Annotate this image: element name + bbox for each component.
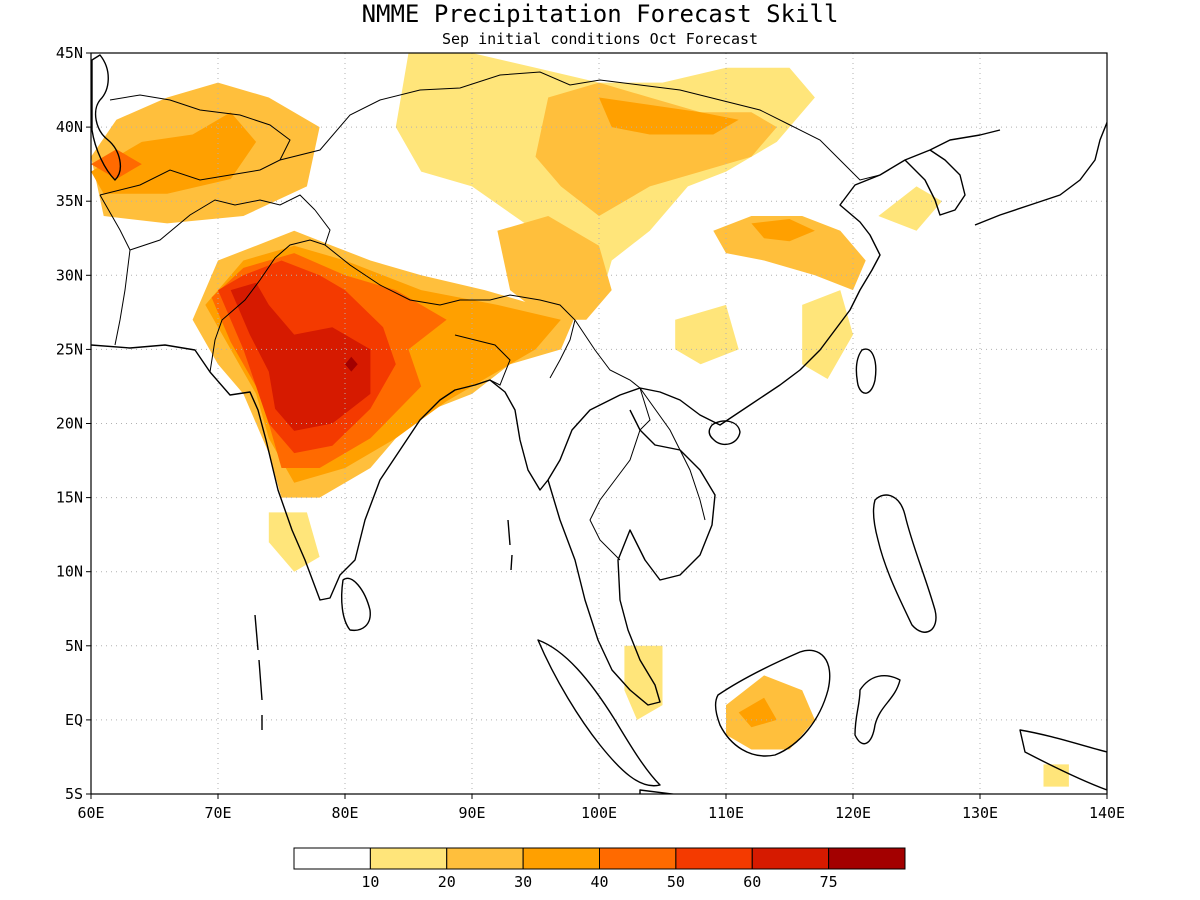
x-tick-label: 70E (204, 804, 231, 822)
taiwan-coast (855, 348, 877, 394)
y-tick-label: 45N (56, 44, 83, 62)
colorbar-swatch-2 (446, 847, 524, 870)
new-guinea-coast (1019, 729, 1107, 791)
andaman-islands (507, 519, 513, 571)
border-indochina (574, 319, 651, 561)
y-tick-label: 5S (65, 785, 83, 803)
skill-region-17 (345, 356, 358, 372)
sumatra-coast (537, 639, 661, 787)
country-borders (99, 71, 881, 561)
map-subtitle: Sep initial conditions Oct Forecast (442, 30, 758, 48)
skill-region-2 (91, 149, 142, 179)
colorbar-label: 40 (590, 873, 608, 891)
x-tick-label: 110E (708, 804, 744, 822)
skill-region-21 (624, 645, 663, 720)
colorbar-label: 50 (667, 873, 685, 891)
maldives-islands (254, 614, 263, 730)
philippines-coast (872, 494, 937, 633)
skill-region-22 (1043, 764, 1069, 787)
border-iran (99, 194, 131, 346)
colorbar-label: 60 (743, 873, 761, 891)
y-tick-label: 15N (56, 489, 83, 507)
y-tick-label: 10N (56, 563, 83, 581)
colorbar-swatch-3 (522, 847, 600, 870)
border-china-north (279, 71, 881, 181)
skill-region-5 (599, 97, 739, 135)
colorbar-label: 30 (514, 873, 532, 891)
malay-peninsula-coast (547, 409, 716, 706)
colorbar-swatch-7 (828, 847, 906, 870)
y-tick-label: 20N (56, 415, 83, 433)
skill-shading (91, 53, 1069, 787)
x-tick-label: 130E (962, 804, 998, 822)
skill-region-1 (91, 112, 257, 194)
skill-region-6 (497, 216, 612, 320)
borneo-coast (714, 649, 831, 757)
colorbar: 10 20 30 40 50 60 75 (293, 847, 906, 891)
y-tick-label: 40N (56, 118, 83, 136)
colorbar-swatch-5 (675, 847, 753, 870)
y-tick-label: 30N (56, 266, 83, 284)
colorbar-label: 75 (820, 873, 838, 891)
border-central-asia (99, 94, 291, 196)
skill-region-7 (713, 216, 866, 291)
coastlines (91, 54, 1107, 794)
y-tick-label: 25N (56, 340, 83, 358)
japan-coast (974, 120, 1107, 226)
x-tick-label: 80E (331, 804, 358, 822)
map-title: NMME Precipitation Forecast Skill (362, 0, 839, 28)
caspian-sea-coast (91, 54, 122, 181)
skill-region-11 (878, 186, 942, 231)
sulawesi-coast (854, 674, 901, 745)
border-pakistan (209, 209, 331, 373)
longitude-ticks: 60E 70E 80E 90E 100E 110E 120E 130E 140E (77, 794, 1125, 822)
hainan-coast (708, 420, 741, 446)
skill-region-18 (268, 512, 320, 572)
x-tick-label: 60E (77, 804, 104, 822)
skill-region-16 (230, 282, 371, 431)
x-tick-label: 120E (835, 804, 871, 822)
y-tick-label: 5N (65, 637, 83, 655)
x-tick-label: 140E (1089, 804, 1125, 822)
border-afghanistan (129, 194, 316, 251)
colorbar-swatch-1 (369, 847, 448, 870)
border-himalaya (324, 244, 576, 379)
colorbar-swatch-6 (751, 847, 830, 870)
sri-lanka-coast (341, 577, 371, 632)
y-tick-label: EQ (65, 711, 83, 729)
colorbar-label: 10 (361, 873, 379, 891)
colorbar-swatch-4 (599, 847, 677, 870)
x-tick-label: 100E (581, 804, 617, 822)
border-bangladesh (454, 334, 511, 386)
border-laos-vietnam (639, 387, 706, 521)
skill-region-10 (675, 304, 739, 365)
skill-region-20 (738, 697, 777, 728)
y-tick-label: 35N (56, 192, 83, 210)
x-tick-label: 90E (458, 804, 485, 822)
colorbar-swatch-0 (293, 847, 371, 870)
india-coastline (91, 129, 1001, 601)
skill-region-8 (751, 219, 815, 242)
korea-coast (904, 149, 966, 216)
lat-lon-gridlines (91, 53, 1107, 794)
latitude-ticks: 45N 40N 35N 30N 25N 20N 15N 10N 5N EQ 5S (56, 44, 91, 803)
skill-region-9 (802, 290, 853, 379)
colorbar-label: 20 (438, 873, 456, 891)
